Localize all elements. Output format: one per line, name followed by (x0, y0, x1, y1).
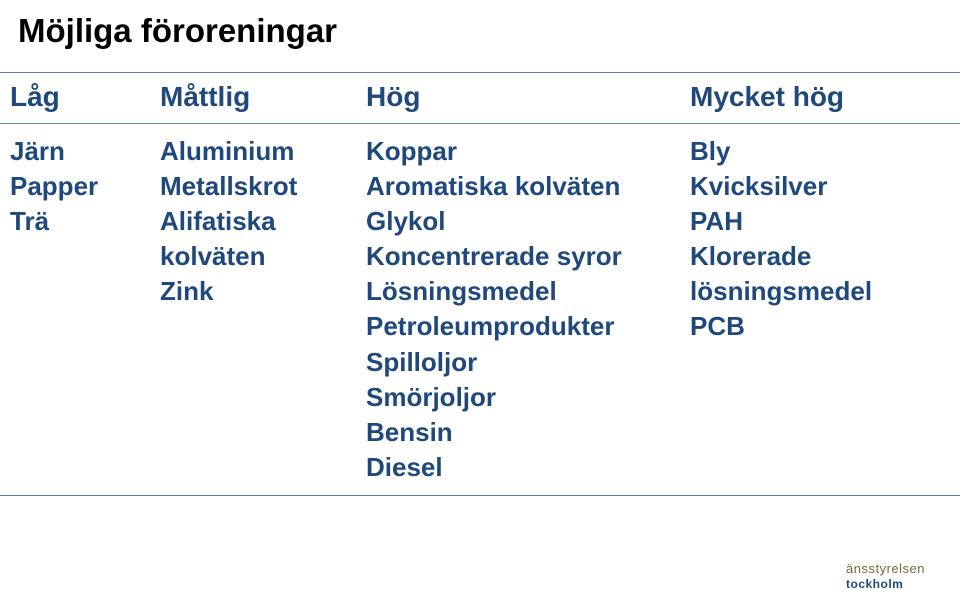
pollutants-table-wrap: Låg Måttlig Hög Mycket hög JärnPapperTrä… (0, 72, 960, 496)
pollutants-table: Låg Måttlig Hög Mycket hög JärnPapperTrä… (0, 72, 960, 496)
table-row: JärnPapperTrä AluminiumMetallskrotAlifat… (0, 124, 960, 496)
agency-logo: änsstyrelsen tockholm (844, 557, 954, 605)
logo-line1: änsstyrelsen (846, 561, 925, 576)
cell-high: KopparAromatiska kolvätenGlykolKoncentre… (356, 124, 680, 496)
page-title: Möjliga föroreningar (18, 12, 337, 50)
cell-veryhigh: BlyKvicksilverPAHKlorerade lösningsmedel… (680, 124, 960, 496)
col-header-moderate: Måttlig (150, 73, 356, 124)
table-header-row: Låg Måttlig Hög Mycket hög (0, 73, 960, 124)
cell-low: JärnPapperTrä (0, 124, 150, 496)
col-header-veryhigh: Mycket hög (680, 73, 960, 124)
col-header-high: Hög (356, 73, 680, 124)
logo-line2: tockholm (846, 577, 903, 591)
cell-moderate: AluminiumMetallskrotAlifatiska kolvätenZ… (150, 124, 356, 496)
col-header-low: Låg (0, 73, 150, 124)
